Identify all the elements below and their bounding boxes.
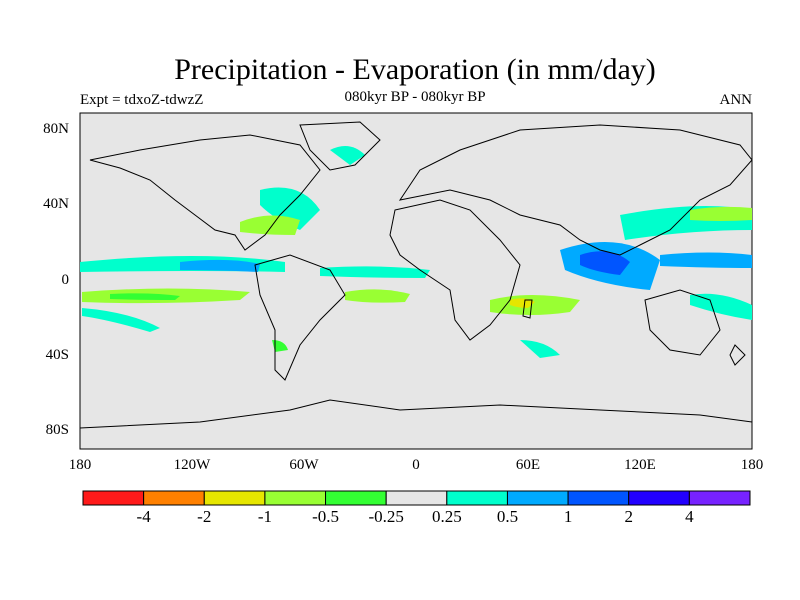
lat-label-40n: 40N bbox=[43, 196, 69, 212]
colorbar-label: -0.25 bbox=[368, 507, 404, 526]
colorbar-swatch bbox=[446, 490, 508, 506]
region-eatl bbox=[320, 266, 430, 278]
colorbar-swatch bbox=[143, 490, 205, 506]
period-label: ANN bbox=[719, 92, 753, 108]
colorbar-label: -1 bbox=[257, 507, 272, 526]
region-mad-core bbox=[510, 298, 535, 308]
lat-label-0: 0 bbox=[61, 272, 70, 288]
lon-label-0: 0 bbox=[412, 457, 420, 473]
region-natl-green bbox=[240, 215, 300, 235]
coastlines bbox=[79, 121, 753, 429]
lat-label-80s: 80S bbox=[45, 422, 69, 438]
lon-label-180e: 180 bbox=[740, 457, 764, 473]
colorbar-swatch bbox=[264, 490, 327, 506]
coast-antarctica bbox=[79, 399, 753, 429]
region-south-africa bbox=[520, 340, 560, 358]
lon-label-120w: 120W bbox=[173, 457, 211, 473]
colorbar-label: 0.5 bbox=[496, 507, 519, 526]
coast-south-america bbox=[254, 254, 346, 381]
map-title: Precipitation - Evaporation (in mm/day) bbox=[174, 53, 656, 86]
lon-label-180w: 180 bbox=[68, 457, 92, 473]
colorbar-swatch bbox=[325, 490, 387, 506]
colorbar-swatch bbox=[82, 490, 145, 506]
colorbar-swatch bbox=[506, 490, 569, 506]
region-spac-dry-core bbox=[110, 293, 180, 300]
map-subtitle: 080kyr BP - 080kyr BP bbox=[344, 89, 486, 105]
region-australia bbox=[690, 293, 752, 320]
region-io-core bbox=[580, 251, 630, 275]
region-npac-core bbox=[180, 259, 260, 272]
colorbar-swatch bbox=[688, 490, 751, 506]
region-greenland bbox=[330, 146, 365, 165]
colorbar-swatch bbox=[567, 490, 630, 506]
lon-label-60w: 60W bbox=[289, 457, 319, 473]
colorbar-swatch bbox=[385, 490, 448, 506]
coast-australia bbox=[644, 289, 721, 356]
region-natl bbox=[260, 187, 320, 230]
region-wpac-green bbox=[690, 206, 752, 221]
colorbar-label: 2 bbox=[624, 507, 633, 526]
colorbar-label: -2 bbox=[197, 507, 212, 526]
coast-north-america bbox=[89, 134, 321, 251]
coast-africa bbox=[389, 199, 521, 341]
coast-madagascar bbox=[522, 299, 533, 319]
lon-label-120e: 120E bbox=[624, 457, 656, 473]
region-spac-wet bbox=[82, 308, 160, 332]
colorbar-label: -4 bbox=[136, 507, 151, 526]
region-satl-dry bbox=[345, 289, 410, 303]
lat-label-80n: 80N bbox=[43, 121, 69, 137]
coast-greenland bbox=[299, 121, 381, 171]
colorbar-label: 0.25 bbox=[431, 507, 462, 526]
coast-new-zealand bbox=[729, 344, 746, 366]
colorbar-label: 1 bbox=[563, 507, 573, 526]
lat-label-40s: 40S bbox=[45, 347, 69, 363]
colorbar-label: -0.5 bbox=[312, 507, 339, 526]
colorbar bbox=[82, 490, 751, 506]
colorbar-swatch bbox=[203, 490, 266, 506]
coast-eurasia bbox=[398, 124, 753, 256]
region-mad bbox=[490, 295, 580, 315]
experiment-label: Expt = tdxoZ-tdwzZ bbox=[80, 92, 204, 108]
colorbar-swatch bbox=[628, 490, 690, 506]
field-anomalies bbox=[80, 146, 752, 358]
lon-label-60e: 60E bbox=[515, 457, 541, 473]
region-sa-south bbox=[272, 340, 288, 352]
colorbar-label: 4 bbox=[685, 507, 694, 526]
region-wpac-eq bbox=[660, 252, 752, 268]
